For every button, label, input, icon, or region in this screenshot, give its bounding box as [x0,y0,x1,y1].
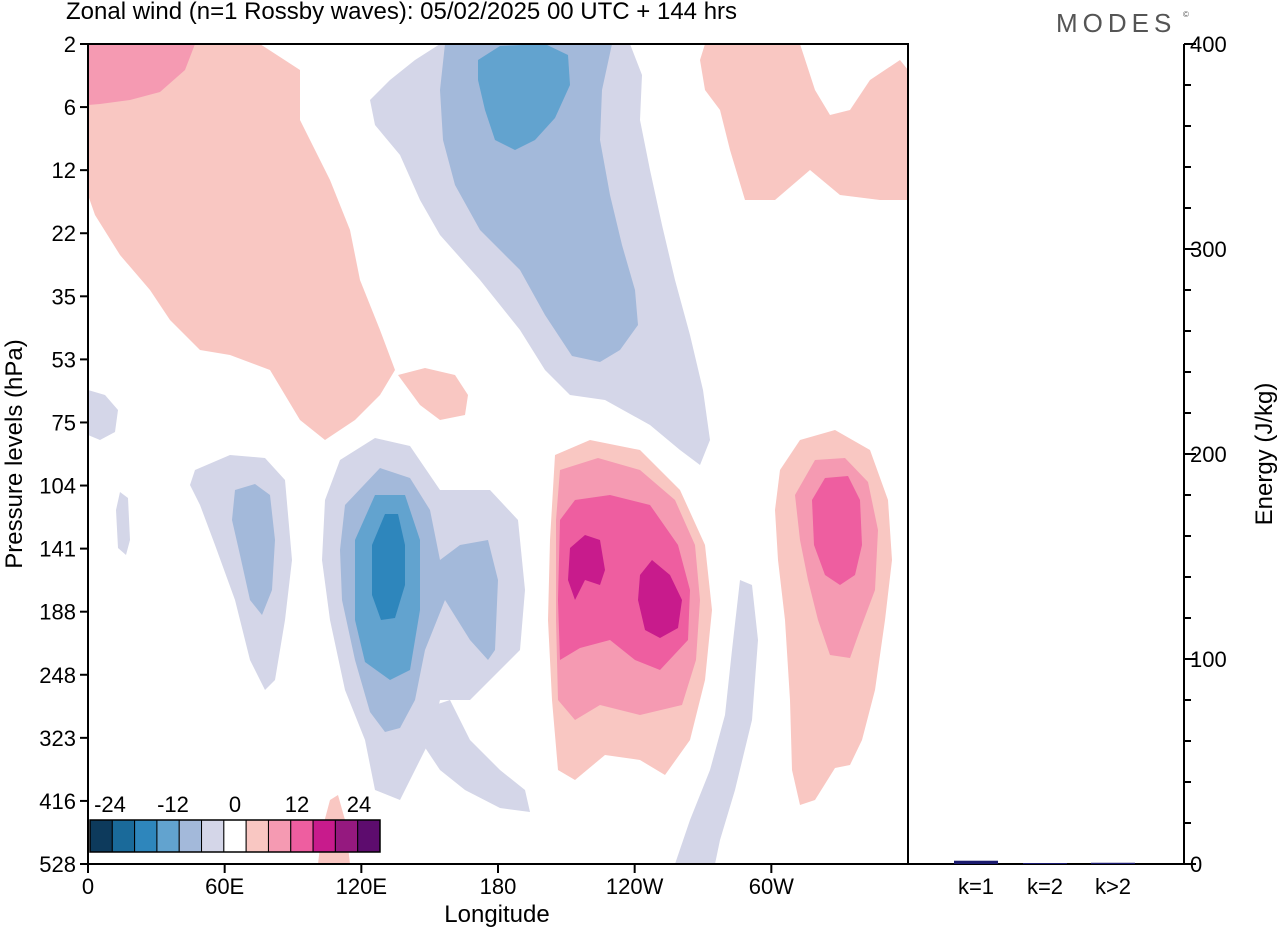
contour-neg-mid-lower-1 [232,484,275,615]
colorbar-label: 0 [229,792,241,817]
y-tick-label: 141 [39,537,76,562]
energy-bar [954,860,998,864]
energy-y-ticks: 0 100 200 300 400 [1184,32,1227,877]
colorbar-label: -24 [94,792,126,817]
energy-x-labels: k=1 k=2 k>2 [958,874,1131,899]
colorbar-swatch [245,819,269,853]
y-tick-label: 75 [52,410,76,435]
colorbar-swatch [178,819,203,853]
y-tick-label: 104 [39,474,76,499]
contour-pos-strong-lower-2 [812,476,862,585]
chart-title: Zonal wind (n=1 Rossby waves): 05/02/202… [66,0,738,25]
y-tick-label: 188 [39,600,76,625]
energy-tick-label: 300 [1190,237,1227,262]
colorbar-swatch [267,819,292,853]
energy-category-label: k>2 [1095,874,1131,899]
y-tick-label: 22 [52,221,76,246]
colorbar-label: 12 [285,792,309,817]
y-axis-title: Pressure levels (hPa) [1,339,28,568]
y-tick-label: 53 [52,347,76,372]
colorbar-swatch [111,819,136,853]
energy-bars [954,860,1135,864]
x-tick-label: 0 [82,874,94,899]
y-tick-label: 323 [39,726,76,751]
colorbar-swatch [223,819,247,853]
y-tick-label: 528 [39,852,76,877]
contour-pos-weak-small [398,368,468,420]
x-tick-label: 120E [336,874,387,899]
colorbar-swatch [357,819,381,853]
contour-pos-weak-upper-left [88,44,395,440]
x-tick-label: 60W [749,874,794,899]
energy-tick-label: 200 [1190,442,1227,467]
heatmap-plot [88,44,908,864]
colorbar-swatch [89,819,113,853]
pressure-axis: 2 6 12 22 35 53 75 104 141 188 248 323 416 528 [39,32,88,877]
energy-axis-title: Energy (J/kg) [1251,383,1278,526]
colorbar-swatch [334,819,359,853]
colorbar-swatch [312,819,336,853]
colorbar-label: -12 [157,792,189,817]
energy-bar [1023,863,1067,864]
colorbar-swatch [201,819,225,853]
x-tick-label: 120W [606,874,664,899]
contour-neg-weak-lower-right [675,580,758,864]
contour-neg-max-lower [372,514,405,620]
y-tick-label: 35 [52,284,76,309]
energy-tick-label: 400 [1190,32,1227,57]
y-tick-label: 416 [39,789,76,814]
y-tick-label: 248 [39,663,76,688]
x-tick-label: 60E [205,874,244,899]
energy-tick-label: 0 [1190,852,1202,877]
energy-bar-panel [908,44,1185,865]
energy-tick-label: 100 [1190,647,1227,672]
energy-bar [1091,862,1135,864]
colorbar-swatch [290,819,314,853]
contour-neg-weak-lower-3 [420,700,530,812]
contour-pos-max-lower-1a [568,535,605,600]
longitude-axis: 0 60E 120E 180 120W 60W [82,864,794,899]
colorbar-swatch [134,819,158,853]
y-tick-label: 12 [52,158,76,183]
colorbar-legend: -24 -12 0 12 24 [89,792,381,853]
copyright-mark: © [1183,10,1189,19]
energy-category-label: k=1 [958,874,994,899]
colorbar-swatch [156,819,180,853]
modes-logo: MODES [1056,8,1177,38]
contour-pos-max-lower-1b [638,560,682,638]
contour-neg-weak-edge [88,390,118,440]
x-axis-title: Longitude [444,901,549,928]
x-tick-label: 180 [480,874,517,899]
contour-neg-weak-lower-left [116,492,130,555]
contour-neg-strong-upper [478,44,570,150]
y-tick-label: 6 [64,95,76,120]
colorbar-frame [89,819,381,853]
contour-pos-weak-upper-right [700,44,908,200]
energy-category-label: k=2 [1027,874,1063,899]
contour-pos-mid-upper-left [88,44,195,105]
y-tick-label: 2 [64,32,76,57]
colorbar-label: 24 [347,792,371,817]
